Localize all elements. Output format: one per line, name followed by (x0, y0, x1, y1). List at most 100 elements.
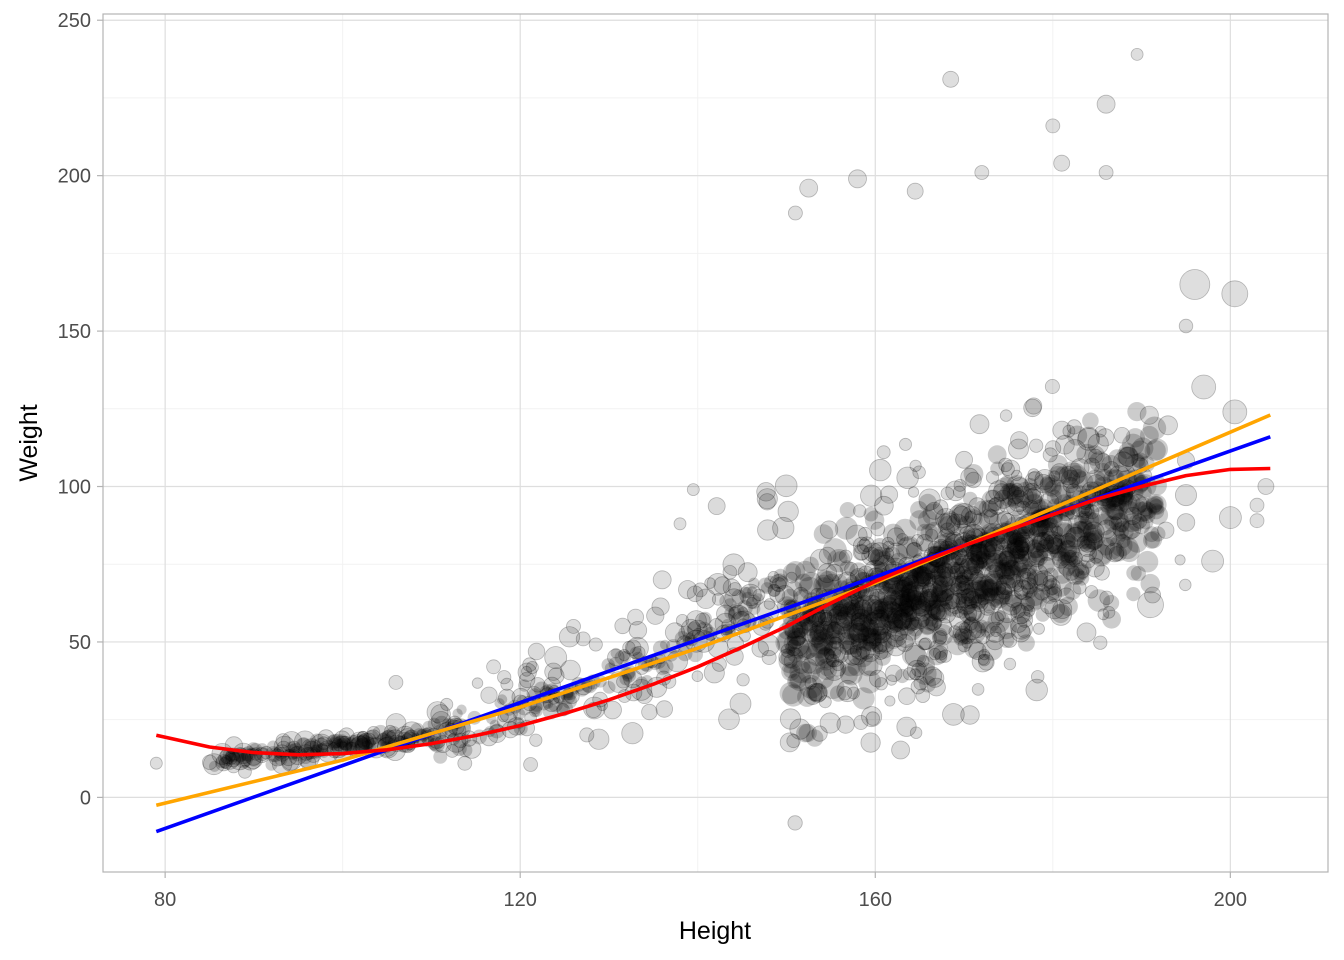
data-point (964, 590, 982, 609)
data-point (202, 753, 225, 776)
data-point (842, 633, 863, 655)
data-point (925, 501, 944, 520)
data-point (876, 445, 891, 460)
data-point (971, 541, 989, 559)
data-point (902, 588, 917, 603)
data-point (852, 536, 871, 555)
data-point (1093, 463, 1112, 481)
data-point (616, 675, 630, 689)
data-point (977, 587, 1001, 611)
data-point (922, 573, 937, 587)
data-point (849, 645, 863, 658)
data-point (381, 730, 397, 746)
data-point (886, 607, 908, 628)
data-point (811, 628, 835, 652)
data-point (959, 525, 976, 543)
data-point (1044, 378, 1060, 394)
data-point (1058, 559, 1076, 577)
data-point (965, 553, 984, 572)
data-point (330, 737, 341, 749)
data-point (1006, 538, 1025, 557)
data-point (1104, 515, 1119, 531)
data-point (932, 645, 948, 661)
data-point (963, 601, 986, 623)
data-point (1002, 483, 1020, 500)
data-point (893, 612, 917, 636)
data-point (678, 580, 698, 600)
data-point (822, 538, 847, 563)
data-point (235, 753, 251, 769)
data-point (1029, 438, 1044, 453)
data-point (955, 450, 973, 469)
data-point (1110, 512, 1130, 533)
data-point (489, 719, 500, 731)
data-point (824, 636, 845, 657)
data-point (945, 575, 962, 593)
data-point (1105, 500, 1125, 520)
data-point (894, 612, 912, 631)
data-point (1049, 603, 1072, 626)
data-point (1010, 616, 1033, 640)
data-point (955, 574, 968, 588)
data-point (901, 581, 924, 604)
data-point (860, 627, 877, 644)
data-point (1087, 589, 1111, 612)
data-point (1063, 523, 1083, 543)
data-point (548, 697, 563, 713)
data-point (805, 683, 825, 702)
data-point (978, 499, 998, 519)
outlier-point (848, 169, 867, 189)
data-point (1074, 570, 1090, 586)
data-point (963, 596, 977, 610)
data-point (525, 661, 539, 675)
data-point (979, 573, 1003, 596)
data-point (797, 686, 818, 707)
data-point (907, 584, 929, 606)
data-point (1057, 551, 1072, 566)
data-point (1016, 611, 1034, 628)
data-point (861, 706, 883, 728)
outlier-point (486, 659, 502, 675)
data-point (1060, 551, 1079, 570)
data-point (950, 574, 975, 599)
data-point (925, 521, 943, 540)
data-point (1099, 537, 1123, 560)
data-point (935, 589, 948, 603)
data-point (1091, 544, 1113, 565)
data-point (1136, 550, 1159, 573)
data-point (1051, 604, 1070, 624)
data-point (1149, 496, 1164, 510)
data-point (1025, 586, 1045, 607)
data-point (518, 671, 536, 689)
data-point (1148, 503, 1165, 520)
data-point (937, 528, 956, 547)
data-point (1042, 447, 1058, 463)
data-point (981, 500, 999, 518)
data-point (1003, 559, 1020, 577)
outlier-point (1096, 94, 1116, 114)
data-point (925, 614, 942, 631)
data-point (915, 569, 931, 585)
data-point (983, 602, 995, 614)
data-point (954, 628, 969, 643)
data-point (909, 616, 923, 630)
data-point (933, 499, 949, 515)
data-point (354, 738, 370, 754)
data-point (215, 754, 233, 772)
data-point (941, 553, 963, 574)
data-point (905, 594, 922, 612)
data-point (867, 549, 885, 567)
data-point (1024, 500, 1040, 515)
data-point (928, 595, 942, 609)
data-point (995, 617, 1017, 640)
data-point (823, 648, 835, 660)
data-point (912, 465, 926, 479)
data-point (521, 665, 532, 677)
data-point (815, 577, 833, 595)
data-point (856, 538, 873, 555)
data-point (1105, 525, 1126, 547)
data-point (691, 670, 704, 682)
data-point (887, 615, 903, 631)
data-point (911, 566, 930, 584)
data-point (963, 464, 984, 484)
